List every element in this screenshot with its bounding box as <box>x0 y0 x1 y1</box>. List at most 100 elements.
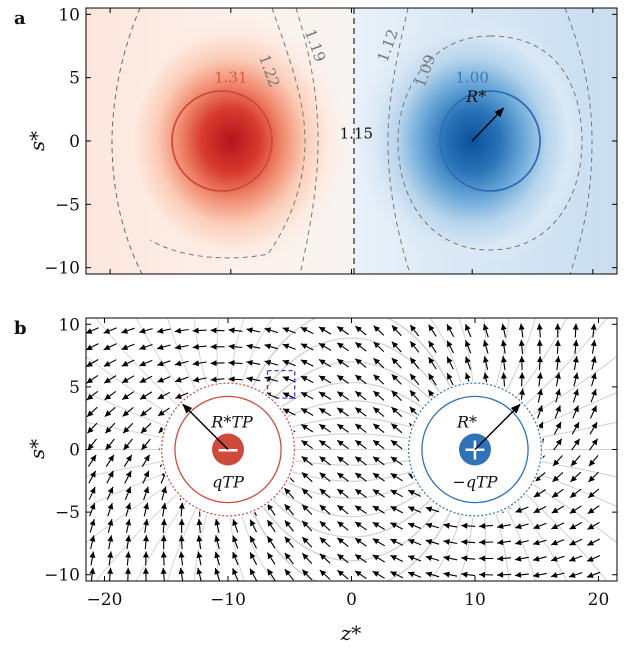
quiver-arrow-head <box>519 372 525 379</box>
ytick-label-a: 5 <box>69 69 80 89</box>
quiver-arrow-head <box>157 377 165 383</box>
quiver-arrow-head <box>337 440 344 447</box>
quiver-arrow-head <box>178 518 185 525</box>
quiver-arrow-head <box>497 555 504 562</box>
quiver-arrow-head <box>250 519 256 527</box>
quiver-arrow-head <box>232 552 238 559</box>
field-line <box>231 318 473 441</box>
quiver-arrow-head <box>282 359 290 366</box>
charge-label-right: −qTP <box>452 473 497 492</box>
quiver-arrow-head <box>534 475 541 482</box>
quiver-arrow-head <box>518 339 525 347</box>
quiver-arrow-head <box>372 473 380 479</box>
quiver-arrow-head <box>591 389 597 396</box>
quiver-arrow-head <box>551 507 559 514</box>
quiver-arrow-head <box>408 555 415 561</box>
quiver-arrow-head <box>121 328 128 334</box>
quiver-arrow-head <box>533 507 541 513</box>
panel-a-label: a <box>14 8 26 29</box>
quiver-arrow-head <box>89 551 96 558</box>
contour-1-22-inner <box>149 8 306 259</box>
quiver-arrow-head <box>89 503 96 510</box>
quiver-arrow-head <box>555 422 561 429</box>
quiver-arrow-head <box>319 504 327 512</box>
quiver-arrow-head <box>302 488 309 495</box>
quiver-arrow-head <box>569 523 577 530</box>
quiver-arrow-head <box>425 539 433 545</box>
quiver-arrow-head <box>143 486 150 494</box>
quiver-arrow-head <box>143 454 150 462</box>
quiver-arrow-head <box>465 324 471 331</box>
quiver-arrow-head <box>86 344 93 350</box>
contour-lines <box>111 8 593 274</box>
quiver-arrow-head <box>196 518 203 526</box>
quiver-arrow-head <box>214 551 221 559</box>
quiver-arrow-head <box>319 537 327 544</box>
quiver-arrow-head <box>122 410 130 417</box>
panel-a-ylabel: s* <box>25 131 49 151</box>
quiver-arrow-head <box>125 486 132 494</box>
quiver-arrow-head <box>536 339 543 346</box>
contour-label: 1.31 <box>214 69 247 87</box>
quiver-arrow-head <box>142 551 149 558</box>
quiver-arrow-head <box>337 326 344 333</box>
quiver-arrow-head <box>300 343 308 349</box>
quiver-arrow-head <box>337 521 344 528</box>
quiver-arrow-head <box>139 360 147 367</box>
quiver-arrow-head <box>443 522 450 529</box>
panel-b-ylabel: s* <box>25 439 49 459</box>
quiver-arrow-head <box>86 328 93 334</box>
quiver-arrow-head <box>318 327 326 333</box>
quiver-arrow-head <box>465 340 471 347</box>
quiver-arrow-head <box>409 390 417 397</box>
quiver-arrow-head <box>337 424 344 430</box>
quiver-arrow-head <box>391 440 398 447</box>
quiver-arrow-head <box>86 393 94 400</box>
quiver-arrow-head <box>337 391 344 398</box>
quiver-arrow-head <box>551 555 558 562</box>
quiver-arrow-head <box>570 491 577 498</box>
charge-ring-left <box>174 395 282 504</box>
quiver-arrow-head <box>410 341 417 348</box>
quiver-arrow-head <box>372 489 380 496</box>
quiver-arrow-head <box>570 475 577 482</box>
charge-symbol-right: + <box>462 433 487 468</box>
quiver-arrow-head <box>107 519 114 526</box>
quiver-arrow-head <box>250 535 256 543</box>
quiver-arrow-head <box>355 570 362 577</box>
quiver-arrow-head <box>588 475 595 482</box>
quiver-arrow-head <box>89 535 96 542</box>
quiver-arrow-head <box>552 475 559 482</box>
quiver-arrow-head <box>89 567 96 575</box>
quiver-arrow-head <box>192 360 200 367</box>
quiver-arrow-head <box>300 359 308 366</box>
quiver-arrow-head <box>125 551 132 558</box>
quiver-arrow-head <box>282 392 290 398</box>
quiver-arrow-head <box>372 571 380 577</box>
quiver-arrow-head <box>500 323 507 331</box>
quiver-arrow-head <box>409 406 416 414</box>
quiver-arrow-head <box>554 356 561 363</box>
quiver-arrow-head <box>89 487 96 494</box>
quiver-arrow-head <box>89 519 96 526</box>
quiver-arrow-head <box>319 521 327 528</box>
quiver-arrow-head <box>87 443 94 450</box>
ytick-label-a: 0 <box>69 132 80 152</box>
quiver-arrow-head <box>554 339 561 346</box>
quiver-arrow-head <box>533 523 540 530</box>
quiver-arrow-head <box>537 421 543 429</box>
quiver-arrow-head <box>107 486 114 494</box>
quiver-arrow-head <box>302 569 309 576</box>
quiver-arrow-head <box>126 454 132 462</box>
quiver-arrow-head <box>515 523 522 530</box>
quiver-arrow-head <box>425 571 433 578</box>
xtick-label-b: −20 <box>87 590 123 610</box>
quiver-arrow-head <box>301 456 309 463</box>
quiver-arrow-head <box>537 405 543 412</box>
quiver-arrow-head <box>139 377 147 383</box>
quiver-arrow-head <box>443 539 450 545</box>
radius-label-left: R*TP <box>210 413 253 432</box>
quiver-arrow-head <box>301 472 309 479</box>
quiver-arrow-head <box>267 568 274 576</box>
quiver-arrow-head <box>104 377 111 384</box>
